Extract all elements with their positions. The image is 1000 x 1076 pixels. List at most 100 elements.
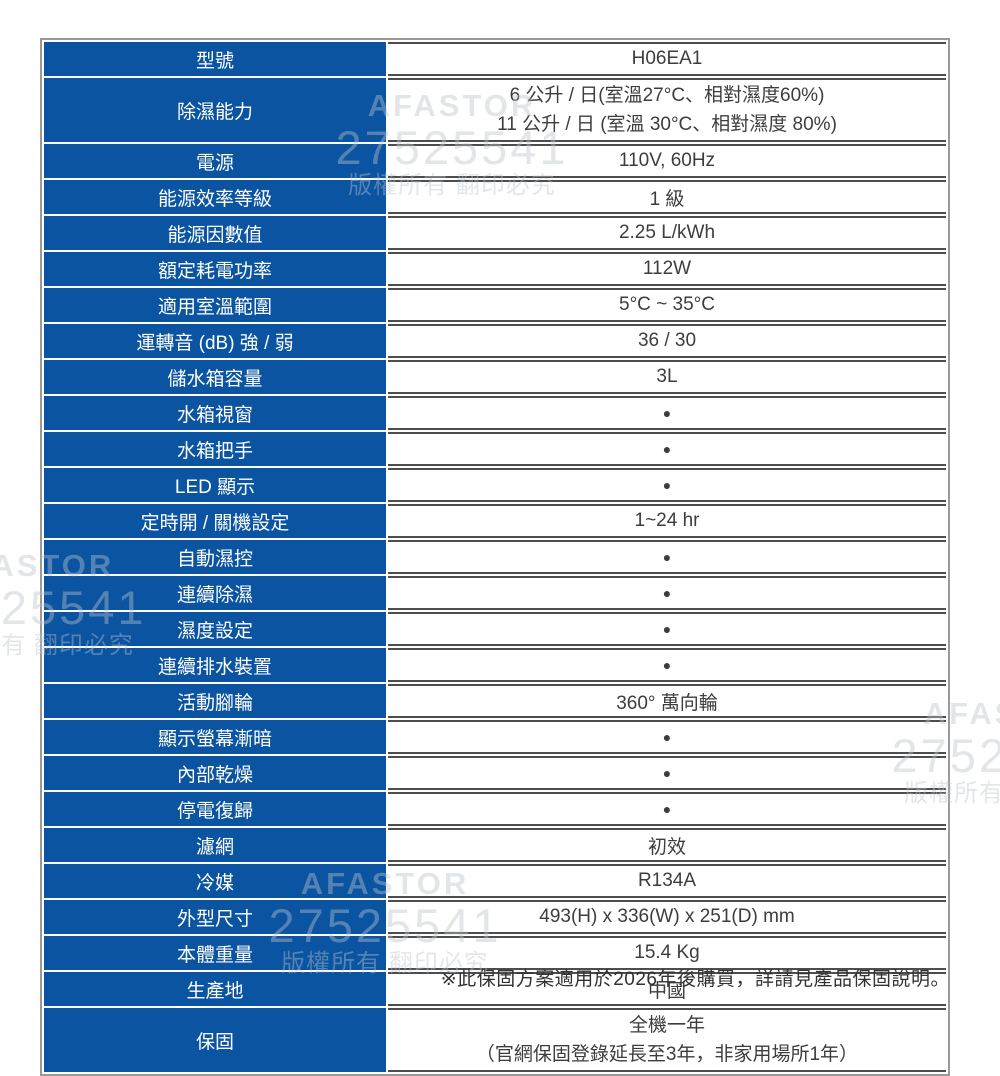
spec-row: 濾網 初效 <box>44 828 946 862</box>
spec-row: 能源因數值 2.25 L/kWh <box>44 216 946 250</box>
spec-value-text: 493(H) x 336(W) x 251(D) mm <box>539 906 795 927</box>
spec-label: 濕度設定 <box>44 612 386 646</box>
spec-value: 110V, 60Hz <box>388 144 946 178</box>
feature-included-dot-icon: ● <box>662 549 672 565</box>
spec-row: 冷媒 R134A <box>44 864 946 898</box>
spec-label: 活動腳輪 <box>44 684 386 718</box>
spec-value: 1 級 <box>388 180 946 214</box>
spec-value-feature-dot: ● <box>388 648 946 682</box>
spec-value-text: 112W <box>642 258 692 279</box>
spec-label: 電源 <box>44 144 386 178</box>
spec-label: 顯示螢幕漸暗 <box>44 720 386 754</box>
spec-label: 能源效率等級 <box>44 180 386 214</box>
spec-row: 濕度設定 ● <box>44 612 946 646</box>
spec-label: 水箱把手 <box>44 432 386 466</box>
spec-value: 全機一年 （官網保固登錄延長至3年，非家用場所1年） <box>388 1008 946 1072</box>
spec-value-text: H06EA1 <box>631 48 703 69</box>
spec-label: 運轉音 (dB) 強 / 弱 <box>44 324 386 358</box>
spec-label: 儲水箱容量 <box>44 360 386 394</box>
spec-value-feature-dot: ● <box>388 576 946 610</box>
spec-row: 定時開 / 關機設定 1~24 hr <box>44 504 946 538</box>
feature-included-dot-icon: ● <box>662 441 672 457</box>
spec-value: R134A <box>388 864 946 898</box>
spec-row: 型號 H06EA1 <box>44 42 946 76</box>
feature-included-dot-icon: ● <box>662 477 672 493</box>
spec-row: 水箱視窗 ● <box>44 396 946 430</box>
spec-row: 電源 110V, 60Hz <box>44 144 946 178</box>
spec-value-feature-dot: ● <box>388 540 946 574</box>
spec-value: H06EA1 <box>388 42 946 76</box>
spec-value-text: 2.25 L/kWh <box>618 222 716 243</box>
spec-label: 連續除濕 <box>44 576 386 610</box>
spec-label: LED 顯示 <box>44 468 386 502</box>
spec-value: 6 公升 / 日(室溫27°C、相對濕度60%) 11 公升 / 日 (室溫 30… <box>388 78 946 142</box>
spec-value: 15.4 Kg <box>388 936 946 970</box>
spec-label: 定時開 / 關機設定 <box>44 504 386 538</box>
spec-row: 顯示螢幕漸暗 ● <box>44 720 946 754</box>
spec-value: 493(H) x 336(W) x 251(D) mm <box>388 900 946 934</box>
spec-label: 冷媒 <box>44 864 386 898</box>
spec-label: 保固 <box>44 1008 386 1072</box>
spec-value-feature-dot: ● <box>388 792 946 826</box>
spec-label: 自動濕控 <box>44 540 386 574</box>
spec-value-text: 15.4 Kg <box>634 942 700 963</box>
feature-included-dot-icon: ● <box>662 765 672 781</box>
spec-row: 運轉音 (dB) 強 / 弱 36 / 30 <box>44 324 946 358</box>
spec-value-line: 11 公升 / 日 (室溫 30°C、相對濕度 80%) <box>497 114 837 135</box>
feature-included-dot-icon: ● <box>662 585 672 601</box>
spec-label: 連續排水裝置 <box>44 648 386 682</box>
spec-value-text: 110V, 60Hz <box>618 150 716 171</box>
spec-label: 停電復歸 <box>44 792 386 826</box>
spec-value-text: 1~24 hr <box>634 510 700 531</box>
spec-row: 連續除濕 ● <box>44 576 946 610</box>
spec-row: 能源效率等級 1 級 <box>44 180 946 214</box>
spec-label: 內部乾燥 <box>44 756 386 790</box>
spec-value-text: 3L <box>656 366 678 387</box>
spec-value-text: 36 / 30 <box>637 330 697 351</box>
spec-value-line: 全機一年 <box>628 1014 705 1036</box>
spec-row: 連續排水裝置 ● <box>44 648 946 682</box>
spec-label: 能源因數值 <box>44 216 386 250</box>
spec-value: 1~24 hr <box>388 504 946 538</box>
spec-value-text: R134A <box>637 870 697 891</box>
feature-included-dot-icon: ● <box>662 657 672 673</box>
spec-row: 停電復歸 ● <box>44 792 946 826</box>
spec-value-text: 1 級 <box>649 188 685 210</box>
spec-row: LED 顯示 ● <box>44 468 946 502</box>
spec-label: 型號 <box>44 42 386 76</box>
spec-label: 生產地 <box>44 972 386 1006</box>
spec-value: 2.25 L/kWh <box>388 216 946 250</box>
spec-value-feature-dot: ● <box>388 468 946 502</box>
spec-value: 初效 <box>388 828 946 862</box>
spec-label: 本體重量 <box>44 936 386 970</box>
product-spec-table: 型號 H06EA1 除濕能力 6 公升 / 日(室溫27°C、相對濕度60%) 11 公… <box>40 38 950 1076</box>
spec-value-text: 初效 <box>647 836 686 858</box>
spec-label: 額定耗電功率 <box>44 252 386 286</box>
feature-included-dot-icon: ● <box>662 801 672 817</box>
spec-value: 112W <box>388 252 946 286</box>
spec-label: 濾網 <box>44 828 386 862</box>
spec-row: 內部乾燥 ● <box>44 756 946 790</box>
spec-row: 外型尺寸 493(H) x 336(W) x 251(D) mm <box>44 900 946 934</box>
spec-value-feature-dot: ● <box>388 432 946 466</box>
spec-row: 適用室溫範圍 5°C ~ 35°C <box>44 288 946 322</box>
feature-included-dot-icon: ● <box>662 405 672 421</box>
feature-included-dot-icon: ● <box>662 621 672 637</box>
feature-included-dot-icon: ● <box>662 729 672 745</box>
spec-label: 外型尺寸 <box>44 900 386 934</box>
spec-label: 適用室溫範圍 <box>44 288 386 322</box>
spec-value-feature-dot: ● <box>388 612 946 646</box>
spec-row: 水箱把手 ● <box>44 432 946 466</box>
spec-value-text: 5°C ~ 35°C <box>619 294 715 315</box>
warranty-footnote: ※此保固方案適用於2026年後購買，詳請見產品保固說明。 <box>440 969 950 990</box>
spec-value: 360° 萬向輪 <box>388 684 946 718</box>
spec-value-line: 6 公升 / 日(室溫27°C、相對濕度60%) <box>509 84 825 106</box>
spec-value-text: 360° 萬向輪 <box>616 692 718 714</box>
spec-value-feature-dot: ● <box>388 720 946 754</box>
spec-label: 水箱視窗 <box>44 396 386 430</box>
spec-value-text: 中國 <box>647 980 686 1002</box>
spec-row: 保固 全機一年 （官網保固登錄延長至3年，非家用場所1年） <box>44 1008 946 1072</box>
spec-row: 除濕能力 6 公升 / 日(室溫27°C、相對濕度60%) 11 公升 / 日 (室… <box>44 78 946 142</box>
spec-value-feature-dot: ● <box>388 396 946 430</box>
spec-row: 儲水箱容量 3L <box>44 360 946 394</box>
